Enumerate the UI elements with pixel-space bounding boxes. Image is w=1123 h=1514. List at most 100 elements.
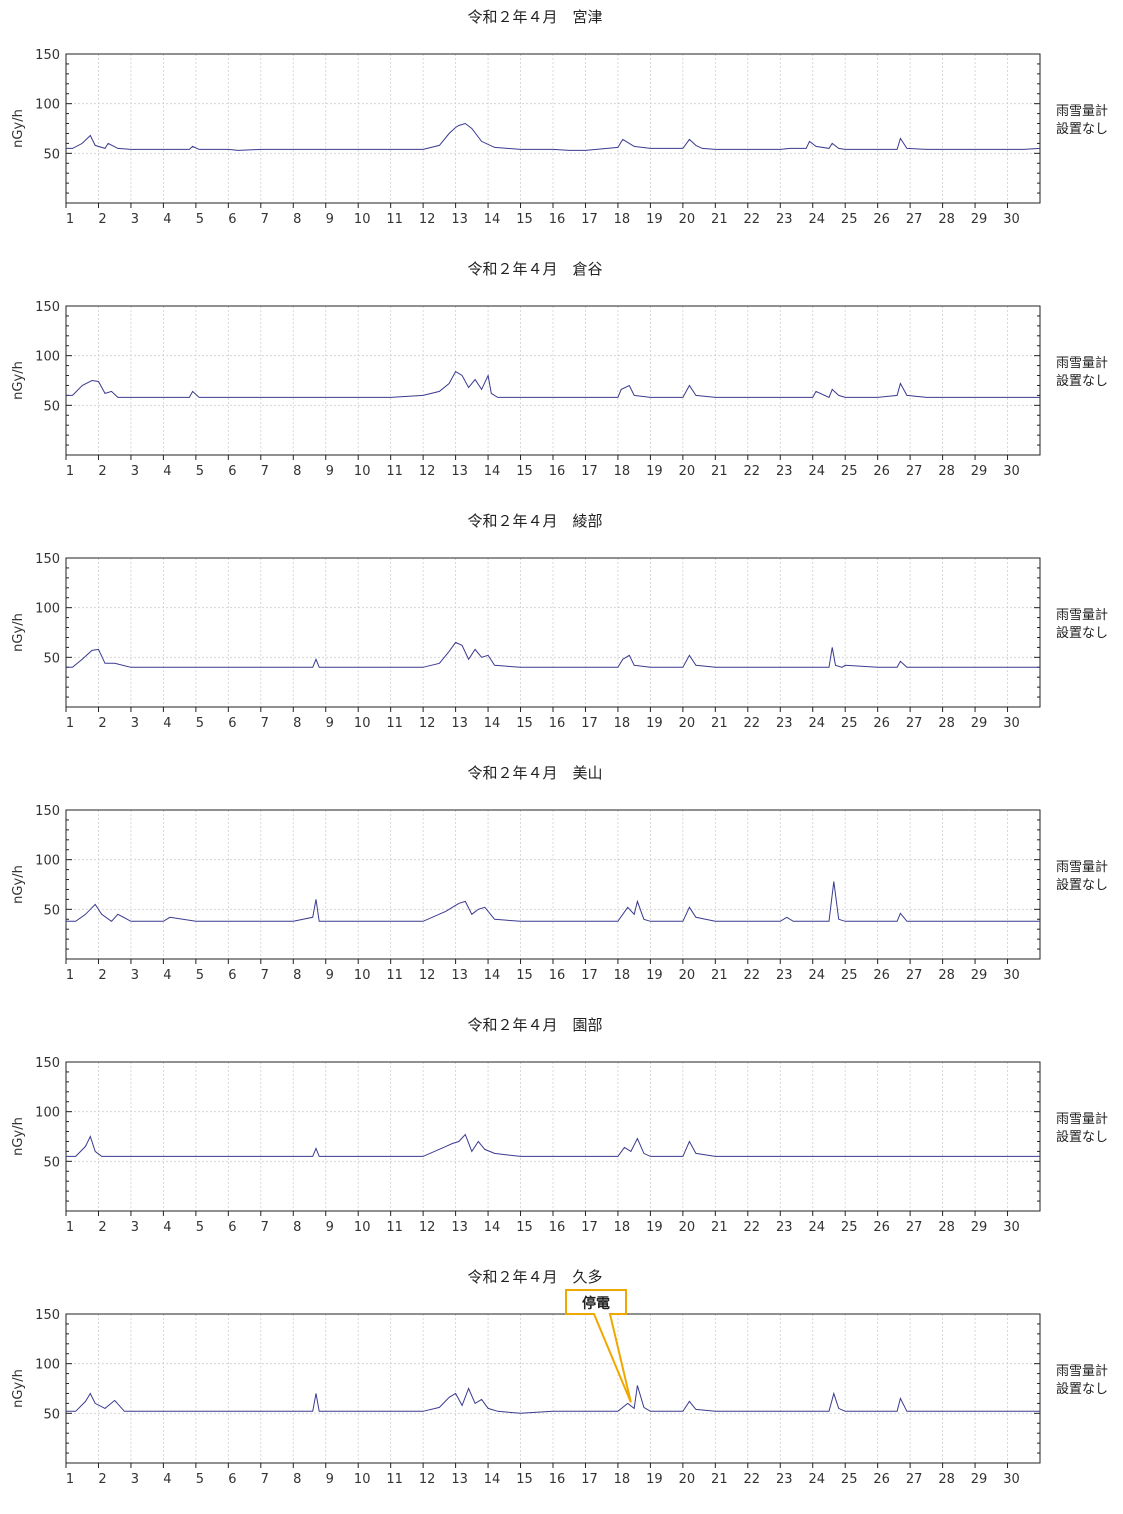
x-tick-label: 12	[419, 1220, 436, 1235]
x-tick-label: 11	[386, 968, 403, 983]
x-tick-label: 8	[293, 1472, 301, 1487]
x-tick-label: 21	[711, 1220, 728, 1235]
x-tick-label: 1	[66, 716, 74, 731]
rain-gauge-note: 設置なし	[1056, 121, 1108, 137]
x-tick-label: 6	[228, 212, 236, 227]
x-tick-label: 3	[131, 464, 139, 479]
x-tick-label: 19	[646, 1220, 663, 1235]
x-tick-label: 7	[261, 1472, 269, 1487]
x-tick-label: 9	[326, 464, 334, 479]
x-tick-label: 10	[354, 464, 371, 479]
x-tick-label: 10	[354, 1472, 371, 1487]
x-tick-label: 8	[293, 716, 301, 731]
x-tick-label: 13	[451, 1220, 468, 1235]
y-tick-label: 150	[35, 1308, 60, 1323]
x-tick-label: 23	[776, 1220, 793, 1235]
power-outage-callout	[565, 1289, 632, 1403]
x-tick-label: 6	[228, 968, 236, 983]
y-tick-label: 150	[35, 1056, 60, 1071]
x-tick-label: 14	[484, 1220, 501, 1235]
x-tick-label: 18	[614, 968, 631, 983]
x-tick-label: 5	[196, 464, 204, 479]
dose-rate-series-line	[66, 881, 1040, 922]
x-tick-label: 11	[386, 1220, 403, 1235]
x-tick-label: 20	[679, 1220, 696, 1235]
x-tick-label: 7	[261, 1220, 269, 1235]
power-outage-label: 停電	[582, 1295, 610, 1312]
x-tick-label: 18	[614, 1472, 631, 1487]
x-tick-label: 23	[776, 464, 793, 479]
x-tick-label: 2	[98, 1220, 106, 1235]
x-tick-label: 9	[326, 212, 334, 227]
x-tick-label: 28	[938, 1472, 955, 1487]
x-tick-label: 20	[679, 1472, 696, 1487]
x-tick-label: 11	[386, 464, 403, 479]
x-tick-label: 29	[971, 1472, 988, 1487]
x-tick-label: 28	[938, 968, 955, 983]
x-tick-label: 27	[906, 1220, 923, 1235]
x-tick-label: 22	[744, 968, 761, 983]
x-tick-label: 18	[614, 464, 631, 479]
y-tick-label: 50	[43, 147, 60, 162]
x-tick-label: 16	[549, 716, 566, 731]
x-tick-label: 12	[419, 464, 436, 479]
x-tick-label: 12	[419, 716, 436, 731]
x-tick-label: 16	[549, 1472, 566, 1487]
x-tick-label: 27	[906, 716, 923, 731]
y-tick-label: 150	[35, 552, 60, 567]
x-tick-label: 4	[163, 464, 171, 479]
x-tick-label: 24	[808, 212, 825, 227]
x-tick-label: 14	[484, 716, 501, 731]
x-tick-label: 4	[163, 1472, 171, 1487]
x-tick-label: 29	[971, 1220, 988, 1235]
x-tick-label: 11	[386, 716, 403, 731]
x-tick-label: 19	[646, 1472, 663, 1487]
x-tick-label: 8	[293, 968, 301, 983]
x-tick-label: 30	[1003, 968, 1020, 983]
x-tick-label: 23	[776, 968, 793, 983]
y-tick-label: 50	[43, 651, 60, 666]
x-tick-label: 23	[776, 212, 793, 227]
x-tick-label: 4	[163, 716, 171, 731]
y-axis-label: nGy/h	[11, 1117, 26, 1156]
x-tick-label: 22	[744, 1220, 761, 1235]
x-tick-label: 14	[484, 212, 501, 227]
x-tick-label: 18	[614, 716, 631, 731]
dose-rate-series-line	[66, 641, 1040, 668]
x-tick-label: 4	[163, 1220, 171, 1235]
x-tick-label: 3	[131, 1472, 139, 1487]
x-tick-label: 9	[326, 1472, 334, 1487]
x-tick-label: 25	[841, 1220, 858, 1235]
x-tick-label: 15	[516, 716, 533, 731]
chart-panel-1: 令和２年４月 宮津 50 100 150 nGy/h 1 2 3 4 5 6 7 8 9 10 11 12 13 1…	[0, 2, 1123, 254]
chart-panel-5: 令和２年４月 園部 50 100 150 nGy/h 1 2 3 4 5 6 7 8 9 10 11 12 13 1…	[0, 1010, 1123, 1262]
dose-rate-series-line	[66, 370, 1040, 399]
x-tick-label: 25	[841, 1472, 858, 1487]
chart-title: 令和２年４月 倉谷	[467, 260, 602, 278]
x-tick-label: 5	[196, 212, 204, 227]
x-tick-label: 10	[354, 716, 371, 731]
x-tick-label: 17	[581, 716, 598, 731]
x-tick-label: 30	[1003, 464, 1020, 479]
x-tick-label: 22	[744, 1472, 761, 1487]
x-tick-label: 10	[354, 968, 371, 983]
x-tick-label: 22	[744, 464, 761, 479]
x-tick-label: 2	[98, 716, 106, 731]
rain-gauge-note: 設置なし	[1056, 1381, 1108, 1397]
x-tick-label: 5	[196, 1472, 204, 1487]
x-tick-label: 3	[131, 716, 139, 731]
x-tick-label: 20	[679, 464, 696, 479]
x-tick-label: 24	[808, 716, 825, 731]
y-axis-label: nGy/h	[11, 613, 26, 652]
x-tick-label: 20	[679, 968, 696, 983]
x-tick-label: 2	[98, 464, 106, 479]
plot-frame	[65, 809, 1041, 960]
x-tick-label: 24	[808, 1472, 825, 1487]
x-tick-label: 15	[516, 1472, 533, 1487]
x-tick-label: 15	[516, 212, 533, 227]
x-tick-label: 13	[451, 464, 468, 479]
